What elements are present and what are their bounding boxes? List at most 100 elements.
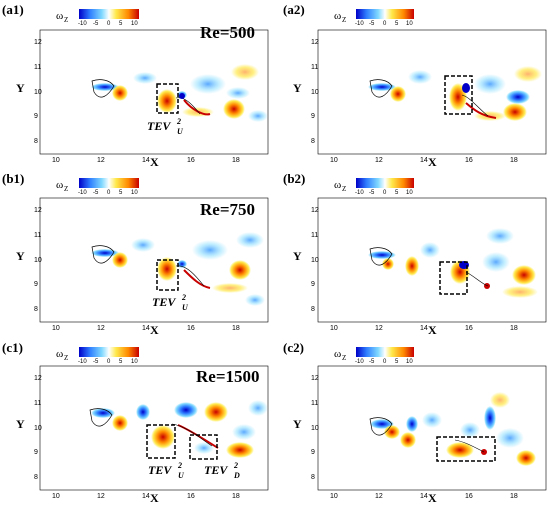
svg-text:-5: -5 bbox=[93, 359, 99, 365]
svg-text:8: 8 bbox=[34, 474, 38, 481]
svg-text:(c2): (c2) bbox=[283, 340, 304, 355]
svg-text:16: 16 bbox=[465, 493, 473, 500]
vorticity-field bbox=[89, 400, 268, 458]
svg-text:0: 0 bbox=[107, 359, 111, 365]
svg-text:14: 14 bbox=[420, 325, 428, 332]
svg-text:TEV: TEV bbox=[152, 295, 176, 309]
svg-text:18: 18 bbox=[232, 493, 240, 500]
svg-text:Z: Z bbox=[342, 354, 346, 362]
svg-text:10: 10 bbox=[330, 325, 338, 332]
svg-text:U: U bbox=[177, 127, 184, 136]
svg-text:18: 18 bbox=[510, 493, 518, 500]
vorticity-field bbox=[368, 66, 542, 121]
svg-text:X: X bbox=[428, 155, 437, 169]
svg-text:12: 12 bbox=[97, 325, 105, 332]
svg-text:Y: Y bbox=[16, 249, 25, 263]
svg-text:12: 12 bbox=[375, 325, 383, 332]
svg-text:10: 10 bbox=[406, 359, 413, 365]
colorbar-tick: 0 bbox=[107, 21, 111, 27]
svg-text:TEV: TEV bbox=[147, 119, 171, 133]
svg-text:-5: -5 bbox=[369, 359, 375, 365]
svg-text:5: 5 bbox=[119, 190, 123, 196]
svg-text:8: 8 bbox=[311, 306, 315, 313]
svg-text:10: 10 bbox=[52, 325, 60, 332]
reynolds-label: Re=1500 bbox=[196, 367, 260, 386]
svg-text:16: 16 bbox=[187, 493, 195, 500]
svg-text:9: 9 bbox=[311, 113, 315, 120]
tev-highlight-box bbox=[439, 261, 468, 295]
colorbar: ω Z -10 -5 0 5 10 bbox=[334, 178, 414, 196]
axes: Y X 12 11 10 9 8 10 12 14 16 18 bbox=[293, 39, 518, 169]
svg-text:10: 10 bbox=[131, 359, 138, 365]
svg-text:0: 0 bbox=[383, 359, 387, 365]
tev-highlight-box bbox=[444, 75, 473, 115]
svg-text:16: 16 bbox=[187, 325, 195, 332]
svg-text:8: 8 bbox=[311, 138, 315, 145]
svg-text:9: 9 bbox=[311, 281, 315, 288]
plot-frame bbox=[317, 197, 547, 323]
svg-text:12: 12 bbox=[34, 207, 42, 214]
svg-text:12: 12 bbox=[34, 39, 42, 46]
plot-frame bbox=[317, 365, 547, 491]
svg-text:ω: ω bbox=[334, 179, 341, 191]
axes: Y X 12 11 10 9 8 10 12 14 16 18 bbox=[293, 207, 518, 337]
plot-frame bbox=[39, 29, 269, 155]
panel-a1: (a1) ω Z -10 -5 0 5 10 Re=500 bbox=[2, 2, 269, 169]
svg-text:-5: -5 bbox=[369, 190, 375, 196]
svg-text:X: X bbox=[150, 323, 159, 337]
svg-text:10: 10 bbox=[311, 257, 319, 264]
svg-text:9: 9 bbox=[311, 449, 315, 456]
svg-text:-10: -10 bbox=[355, 359, 364, 365]
svg-text:16: 16 bbox=[187, 157, 195, 164]
colorbar-symbol: ω bbox=[56, 10, 63, 22]
svg-text:-10: -10 bbox=[355, 190, 364, 196]
tev-highlight-box bbox=[436, 436, 496, 462]
svg-text:10: 10 bbox=[311, 425, 319, 432]
svg-text:11: 11 bbox=[311, 400, 318, 407]
svg-text:X: X bbox=[428, 323, 437, 337]
svg-text:14: 14 bbox=[142, 157, 150, 164]
svg-text:14: 14 bbox=[420, 493, 428, 500]
tev-label: TEV 2 D bbox=[204, 461, 240, 480]
svg-text:12: 12 bbox=[311, 207, 319, 214]
svg-text:14: 14 bbox=[142, 325, 150, 332]
svg-text:X: X bbox=[150, 491, 159, 505]
panel-b1: (b1) ω Z -10 -5 0 5 10 Re=750 bbox=[2, 171, 269, 337]
svg-text:ω: ω bbox=[334, 10, 341, 22]
reynolds-label: Re=750 bbox=[200, 200, 255, 219]
svg-text:10: 10 bbox=[34, 425, 42, 432]
svg-text:-10: -10 bbox=[355, 21, 364, 27]
axes: Y X 12 11 10 9 8 10 12 14 16 18 bbox=[16, 39, 240, 169]
svg-text:U: U bbox=[182, 303, 189, 312]
svg-text:Z: Z bbox=[64, 354, 68, 362]
svg-text:12: 12 bbox=[34, 375, 42, 382]
tev-highlight-box bbox=[146, 424, 176, 459]
svg-text:Y: Y bbox=[16, 417, 25, 431]
colorbar-subscript: Z bbox=[64, 16, 68, 24]
colorbar-tick: -5 bbox=[93, 21, 99, 27]
svg-text:9: 9 bbox=[34, 281, 38, 288]
svg-text:(b1): (b1) bbox=[2, 171, 24, 186]
svg-text:2: 2 bbox=[176, 117, 181, 126]
svg-text:5: 5 bbox=[119, 359, 123, 365]
svg-text:8: 8 bbox=[34, 306, 38, 313]
colorbar: ω Z -10 -5 0 5 10 bbox=[56, 347, 139, 365]
vorticity-field bbox=[91, 232, 265, 306]
svg-text:12: 12 bbox=[311, 39, 319, 46]
svg-text:10: 10 bbox=[406, 190, 413, 196]
svg-text:10: 10 bbox=[34, 89, 42, 96]
tev-label: TEV 2 U bbox=[147, 117, 184, 136]
svg-text:9: 9 bbox=[34, 449, 38, 456]
svg-text:Y: Y bbox=[293, 417, 302, 431]
svg-text:ω: ω bbox=[56, 179, 63, 191]
svg-text:9: 9 bbox=[34, 113, 38, 120]
svg-text:Y: Y bbox=[293, 81, 302, 95]
svg-text:11: 11 bbox=[311, 64, 318, 71]
svg-text:(b2): (b2) bbox=[283, 171, 305, 186]
colorbar-tick: -10 bbox=[78, 21, 87, 27]
svg-text:18: 18 bbox=[510, 157, 518, 164]
svg-text:-10: -10 bbox=[78, 190, 87, 196]
svg-text:10: 10 bbox=[52, 157, 60, 164]
tev-label: TEV 2 U bbox=[152, 293, 189, 312]
svg-text:2: 2 bbox=[181, 293, 186, 302]
